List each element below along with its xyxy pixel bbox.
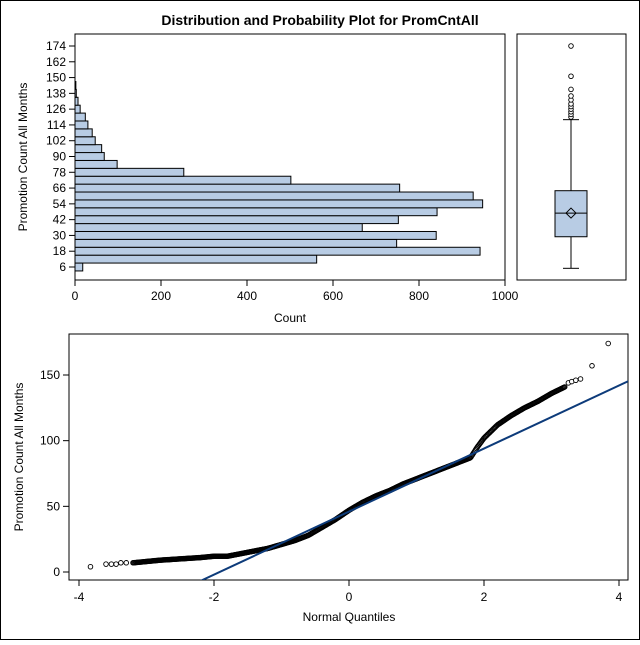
- histogram-bar: [74, 144, 103, 154]
- qq-x-tick-label: 0: [346, 590, 353, 604]
- histogram-bar: [74, 96, 79, 106]
- mean-marker: [565, 207, 577, 219]
- qq-x-axis-title: Normal Quantiles: [303, 610, 396, 624]
- observed-point: [605, 340, 611, 347]
- x-tick-label: 600: [323, 289, 343, 303]
- histogram-bar: [74, 112, 86, 122]
- y-tick-label: 162: [46, 55, 66, 69]
- histogram-bar: [74, 223, 363, 232]
- qq-x-tick-label: -2: [209, 590, 220, 604]
- boxplot-panel: [516, 33, 627, 281]
- outlier-point: [568, 73, 574, 80]
- qq-plot-panel: -4 -2 0 2 4 0 50 100 150 Normal Quantiles Promotio…: [12, 333, 629, 624]
- histogram-bar: [74, 238, 398, 248]
- y-tick-label: 30: [53, 228, 67, 242]
- histogram-bar: [74, 120, 89, 130]
- histogram-bar: [74, 183, 401, 193]
- histogram-bar: [74, 136, 96, 146]
- histogram-bar: [74, 175, 292, 185]
- x-tick-label: 0: [72, 289, 79, 303]
- x-axis-title: Count: [274, 311, 307, 325]
- qq-y-axis-title: Promotion Count All Months: [12, 383, 26, 532]
- observed-point: [108, 561, 115, 567]
- y-tick-label: 18: [53, 244, 67, 258]
- y-tick-label: 102: [46, 134, 66, 148]
- histogram-bar: [74, 215, 399, 225]
- normal-fit-line: [200, 380, 628, 580]
- outlier-point: [568, 86, 574, 93]
- y-tick-label: 138: [46, 86, 66, 100]
- histogram-bar: [74, 167, 185, 177]
- y-tick-label: 126: [46, 102, 66, 116]
- x-tick-label: 200: [151, 289, 171, 303]
- histogram-bar: [74, 81, 77, 90]
- observed-point: [561, 384, 568, 390]
- histogram-bar: [74, 254, 318, 264]
- qq-y-tick-label: 100: [40, 434, 60, 448]
- qq-y-tick-label: 150: [40, 368, 60, 382]
- histogram-bar: [74, 152, 105, 161]
- observed-point: [87, 563, 94, 570]
- interquartile-box: [554, 190, 588, 238]
- y-tick-label: 90: [53, 150, 67, 164]
- histogram-bar: [74, 159, 118, 169]
- x-tick-label: 800: [409, 289, 429, 303]
- histogram-bar: [74, 128, 93, 138]
- observed-point: [118, 560, 124, 566]
- y-tick-label: 150: [46, 71, 66, 85]
- observed-point: [573, 377, 579, 384]
- qq-x-tick-label: -4: [74, 590, 85, 604]
- qq-y-tick-label: 0: [53, 565, 60, 579]
- figure-title: Distribution and Probability Plot for Pr…: [161, 12, 478, 28]
- y-tick-label: 6: [59, 260, 66, 274]
- qq-x-tick-label: 2: [481, 590, 488, 604]
- observed-point: [103, 561, 109, 567]
- qq-x-tick-label: 4: [616, 590, 623, 604]
- y-tick-label: 78: [53, 165, 67, 179]
- observed-point: [589, 363, 595, 369]
- y-tick-label: 42: [53, 213, 67, 227]
- y-tick-label: 174: [46, 39, 66, 53]
- y-axis-title: Promotion Count All Months: [16, 83, 30, 232]
- y-tick-label: 66: [53, 181, 67, 195]
- qq-y-tick-label: 50: [47, 499, 61, 513]
- histogram-bar: [74, 104, 81, 114]
- y-tick-label: 114: [47, 118, 66, 132]
- histogram-bar: [74, 199, 484, 209]
- y-tick-label: 54: [53, 197, 67, 211]
- histogram-bar: [74, 230, 437, 240]
- histogram-bar: [74, 207, 438, 217]
- observed-point: [577, 376, 584, 382]
- histogram-bar: [74, 262, 84, 272]
- observed-point: [113, 561, 119, 567]
- outlier-point: [568, 43, 574, 49]
- histogram-bar: [74, 88, 77, 98]
- histogram-bar: [74, 246, 481, 256]
- x-tick-label: 400: [237, 289, 257, 303]
- histogram-bar: [74, 191, 474, 201]
- qq-frame: [68, 333, 629, 581]
- x-tick-label: 1000: [492, 289, 519, 303]
- observed-point: [123, 560, 129, 566]
- outlier-point: [568, 93, 574, 99]
